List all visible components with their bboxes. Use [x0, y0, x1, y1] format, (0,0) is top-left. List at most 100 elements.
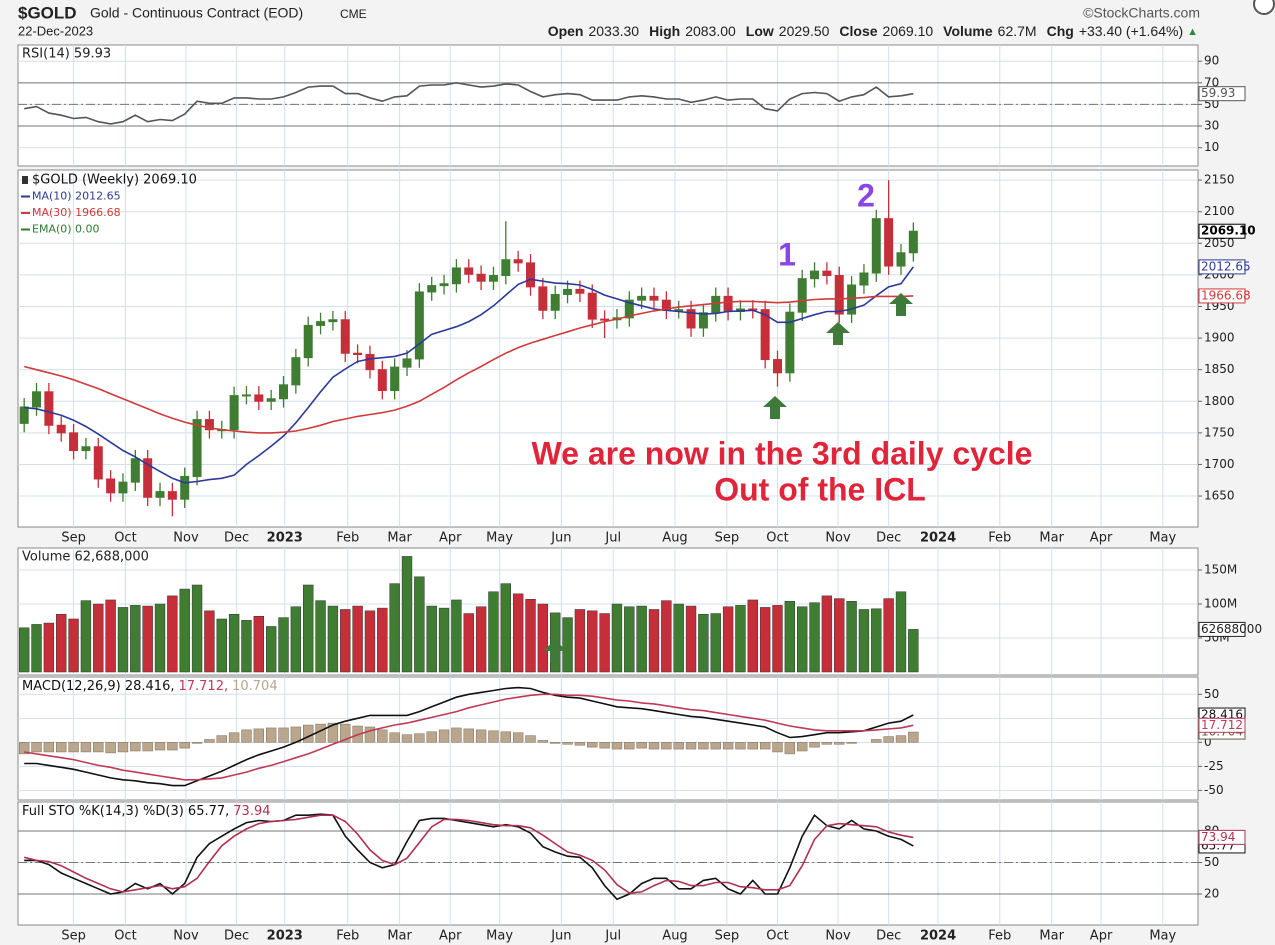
header: $GOLD Gold - Continuous Contract (EOD) C…: [18, 3, 1200, 38]
panel-title: RSI(14) 59.93: [22, 47, 111, 62]
x-tick-label: Dec: [876, 531, 901, 546]
histogram-bar: [451, 727, 462, 743]
histogram-bar: [327, 722, 339, 743]
x-tick-label: May: [1149, 929, 1176, 944]
candle-body: [130, 458, 140, 483]
candle-body: [847, 284, 857, 315]
x-tick-label: Jul: [604, 531, 621, 546]
candle-body: [279, 384, 289, 400]
exchange: CME: [340, 7, 367, 21]
x-tick-label: Aug: [662, 531, 687, 546]
candle-body: [303, 324, 313, 359]
volume-bar: [340, 609, 351, 673]
histogram-bar: [364, 726, 376, 743]
x-tick-label: Jun: [550, 929, 571, 944]
value-tag-label: 17.712: [1201, 718, 1243, 732]
histogram-bar: [895, 735, 907, 743]
candle-body: [93, 446, 103, 480]
histogram-bar: [562, 742, 573, 745]
value-tag-label: 1966.68: [1201, 288, 1251, 302]
candle-body: [316, 321, 326, 326]
value-tag-label: 73.94: [1201, 830, 1235, 844]
title-part: 17.712,: [178, 679, 228, 694]
candle-body: [464, 267, 474, 275]
y-tick-label: 2150: [1204, 173, 1235, 187]
y-tick-label: 100M: [1204, 597, 1237, 611]
x-tick-label: Apr: [439, 531, 462, 546]
y-tick-label: 1650: [1204, 489, 1235, 503]
line: [24, 81, 914, 125]
y-tick-label: 150M: [1204, 563, 1237, 577]
candle-body: [427, 285, 437, 293]
panel: [17, 676, 1199, 801]
histogram-bar: [587, 742, 598, 748]
histogram-bar: [784, 742, 796, 755]
histogram-bar: [636, 742, 647, 749]
histogram-bar: [747, 742, 758, 750]
quote-label: Open: [548, 23, 584, 39]
title-part: Full STO %K(14,3) %D(3) 65.77,: [22, 804, 229, 819]
panel-title: Full STO %K(14,3) %D(3) 65.77, 73.94: [22, 804, 271, 819]
value-tag: [1198, 829, 1246, 845]
y-tick-label: 30: [1204, 119, 1219, 133]
x-tick-label: Mar: [387, 929, 412, 944]
candle-body: [575, 288, 585, 294]
change-arrow: ▲: [1187, 26, 1198, 38]
volume-bar: [685, 605, 697, 673]
histogram-bar: [414, 733, 425, 743]
candle-body: [711, 295, 721, 314]
candle-body: [19, 406, 29, 424]
candle-body: [600, 318, 610, 321]
candle-body: [143, 458, 153, 498]
histogram-bar: [661, 742, 672, 750]
quote-value: 2083.00: [685, 23, 736, 39]
value-tag-label: 59.93: [1201, 86, 1235, 100]
x-tick-label: Mar: [1039, 929, 1064, 944]
candle-body: [353, 352, 363, 356]
x-tick-label: Sep: [715, 531, 740, 546]
volume-bar: [895, 591, 907, 673]
brand: ©StockCharts.com: [1083, 5, 1200, 21]
candle-body: [118, 481, 128, 494]
histogram-bar: [475, 729, 487, 743]
quote-line: Open 2033.30 High 2083.00 Low 2029.50 Close 206…: [548, 23, 1198, 39]
x-tick-label: Sep: [61, 929, 86, 944]
x-tick-label: May: [486, 531, 513, 546]
histogram-bar: [846, 742, 857, 744]
volume-bar: [18, 627, 30, 673]
volume-bar: [661, 600, 672, 673]
volume-bar: [463, 613, 474, 673]
volume-bar: [834, 598, 845, 673]
candle-body: [106, 478, 116, 494]
candle-body: [859, 272, 869, 286]
volume-bar: [105, 599, 116, 673]
quote-value: +33.40 (+1.64%): [1079, 23, 1183, 39]
candle-body: [797, 278, 807, 313]
candle-body: [328, 319, 338, 323]
volume-bar: [500, 583, 511, 673]
x-tick-label: Nov: [825, 929, 851, 944]
histogram-bar: [698, 742, 709, 750]
x-tick-label: 2024: [920, 929, 956, 944]
histogram-bar: [31, 742, 42, 753]
histogram-bar: [537, 740, 549, 743]
histogram-bar: [871, 739, 882, 743]
close-button[interactable]: [1253, 0, 1275, 15]
volume-bar: [43, 622, 55, 673]
candle-body: [377, 369, 387, 392]
line: [24, 686, 914, 787]
x-tick-label: Aug: [662, 929, 687, 944]
y-tick-label: -25: [1204, 759, 1224, 773]
candle-body: [451, 267, 461, 285]
x-tick-label: Feb: [336, 531, 359, 546]
volume-bar: [537, 603, 549, 673]
histogram-bar: [673, 742, 684, 750]
x-tick-label: Apr: [1090, 531, 1113, 546]
histogram-bar: [130, 742, 141, 752]
y-tick-label: 10: [1204, 140, 1219, 154]
histogram-bar: [278, 727, 289, 743]
instrument-name: Gold - Continuous Contract (EOD): [90, 5, 303, 21]
annotations: We are now in the 3rd daily cycle Out of…: [532, 177, 1032, 663]
legend-label: $GOLD (Weekly) 2069.10: [32, 173, 197, 188]
